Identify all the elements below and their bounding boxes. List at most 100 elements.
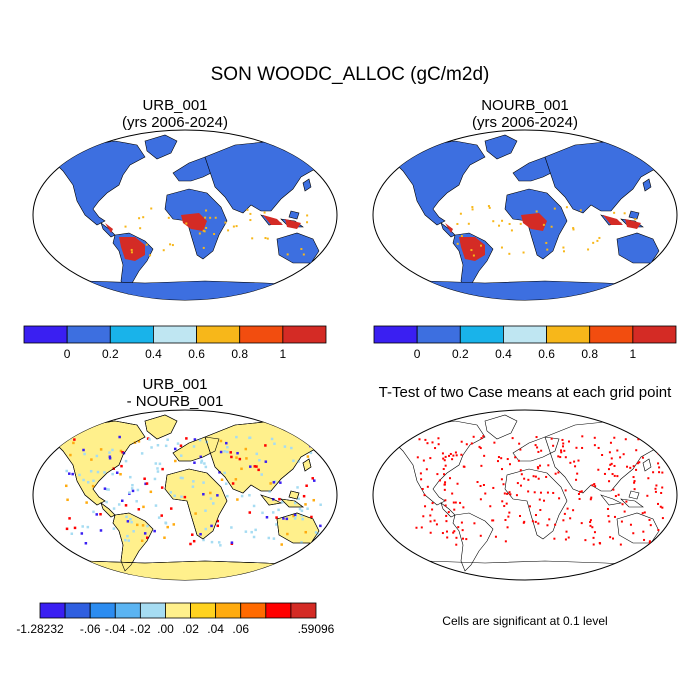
diff-cell	[314, 531, 318, 534]
map-urb-speckle	[142, 216, 145, 219]
map-nourb-speckle	[456, 222, 459, 225]
diff-cell	[83, 452, 86, 456]
map-nourb-speckle	[508, 252, 511, 255]
significant-cell	[632, 465, 635, 468]
significant-cell	[589, 519, 592, 522]
significant-cell	[453, 508, 456, 511]
diff-cell	[292, 459, 295, 463]
significant-cell	[563, 512, 566, 515]
significant-cell	[613, 515, 616, 518]
diff-cell	[248, 493, 251, 497]
diff-cell	[204, 509, 207, 512]
diff-cell	[220, 478, 224, 481]
significant-cell	[641, 456, 644, 459]
map-nourb-speckle	[522, 251, 525, 254]
map-nourb-speckle	[535, 210, 538, 213]
diff-cell	[322, 447, 326, 451]
significant-cell	[648, 518, 651, 521]
colorbar-diff-tick-label: .04	[207, 622, 224, 636]
significant-cell	[648, 540, 651, 543]
significant-cell	[646, 441, 649, 444]
diff-cell	[185, 437, 188, 440]
diff-cell	[68, 517, 71, 520]
significant-cell	[424, 505, 427, 508]
significant-cell	[506, 526, 509, 529]
diff-cell	[193, 438, 197, 441]
significant-cell	[569, 517, 572, 520]
colorbar-diff-swatch	[240, 602, 267, 619]
diff-cell	[210, 540, 214, 544]
diff-cell	[107, 488, 110, 491]
diff-cell	[217, 541, 221, 544]
map-urb-speckle	[124, 225, 127, 228]
significant-cell	[609, 536, 612, 539]
significant-cell	[460, 440, 463, 443]
significant-cell	[422, 459, 425, 462]
diff-cell	[129, 517, 132, 521]
diff-cell	[304, 503, 307, 506]
map-urb-speckle	[300, 248, 303, 251]
diff-cell	[65, 527, 69, 531]
significant-cell	[642, 435, 645, 438]
diff-cell	[108, 451, 111, 454]
diff-cell	[66, 498, 69, 502]
significant-cell	[593, 483, 596, 486]
significant-cell	[637, 438, 640, 441]
significant-cell	[454, 501, 457, 504]
map-nourb-speckle	[542, 223, 545, 226]
colorbar-diff-swatch	[190, 602, 217, 619]
diff-cell	[319, 435, 323, 439]
significant-cell	[444, 499, 447, 502]
diff-cell	[321, 436, 325, 440]
diff-cell	[146, 524, 149, 528]
significant-cell	[535, 436, 538, 439]
significant-cell	[518, 442, 521, 445]
diff-cell	[120, 464, 123, 468]
diff-cell	[225, 441, 228, 445]
diff-cell	[172, 523, 176, 526]
map-nourb-speckle	[508, 222, 511, 225]
map-nourb-speckle	[598, 236, 601, 239]
diff-cell	[285, 517, 289, 521]
map-urb-speckle	[286, 253, 289, 256]
significant-cell	[452, 531, 455, 534]
diff-cell	[226, 494, 229, 498]
diff-cell	[236, 451, 239, 455]
diff-cell	[160, 514, 163, 517]
significant-cell	[457, 526, 460, 529]
diff-cell	[269, 482, 272, 485]
map-nourb-speckle	[623, 212, 626, 215]
map-ttest-border	[372, 409, 678, 581]
colorbar-nourb-swatch	[589, 325, 634, 344]
map-nourb-speckle	[519, 222, 522, 225]
map-diff	[32, 409, 338, 581]
significant-cell	[579, 490, 582, 493]
significant-cell	[420, 478, 423, 481]
significant-cell	[443, 459, 446, 462]
significant-cell	[633, 481, 636, 484]
diff-cell	[224, 482, 228, 485]
diff-cell	[73, 526, 77, 530]
diff-cell	[80, 532, 84, 535]
map-nourb-speckle	[545, 241, 548, 244]
colorbar-diff-tick-label: .00	[157, 622, 174, 636]
significant-cell	[646, 494, 649, 497]
diff-cell	[245, 457, 248, 460]
significant-cell	[416, 456, 419, 459]
diff-cell	[260, 473, 263, 476]
map-urb-speckle	[185, 222, 188, 225]
significant-cell	[592, 543, 595, 546]
map-urb-speckle	[209, 216, 212, 219]
colorbar-urb-swatch	[23, 325, 68, 344]
map-nourb	[372, 129, 678, 301]
panel-nourb-line1: NOURB_001	[481, 97, 569, 114]
colorbar-nourb-tick-label: 0.4	[495, 347, 512, 361]
diff-cell	[112, 527, 116, 530]
colorbar-nourb-tick-label: 0	[413, 347, 421, 361]
diff-cell	[216, 519, 220, 523]
diff-cell	[277, 508, 280, 512]
diff-cell	[257, 468, 260, 472]
diff-cell	[90, 458, 93, 461]
diff-cell	[105, 500, 108, 504]
diff-cell	[272, 537, 276, 540]
